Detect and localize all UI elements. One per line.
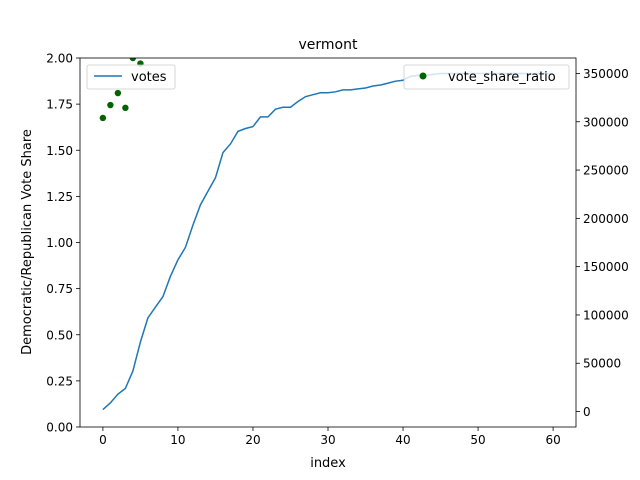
y2-tick-label: 150000 (583, 260, 629, 274)
y-tick-label: 0.50 (46, 328, 73, 342)
legend-votes: votes (86, 64, 176, 90)
data-point-vote_share_ratio (99, 114, 107, 122)
y-tick-label: 0.25 (46, 374, 73, 388)
x-axis-label: index (310, 456, 346, 471)
x-tick-label: 40 (395, 433, 410, 447)
data-point-vote_share_ratio (122, 104, 129, 112)
legend-label-votes: votes (131, 70, 167, 85)
legend-marker-swatch (419, 72, 427, 80)
y2-tick-label: 0 (583, 405, 591, 419)
y2-tick-label: 300000 (583, 115, 629, 129)
data-point-vote_share_ratio (107, 101, 114, 109)
y-tick-label: 1.00 (46, 236, 73, 250)
y2-tick-label: 200000 (583, 212, 629, 226)
x-tick-label: 60 (545, 433, 560, 447)
x-tick-label: 10 (170, 433, 185, 447)
legend-box (403, 64, 570, 90)
y-tick-label: 0.75 (46, 282, 73, 296)
data-point-vote_share_ratio (129, 58, 137, 62)
y-axis-label: Democratic/Republican Vote Share (20, 129, 35, 355)
y-tick-label: 0.00 (46, 421, 73, 435)
x-tick-label: 20 (245, 433, 260, 447)
legend-label-vote-share-ratio: vote_share_ratio (448, 70, 556, 85)
y-tick-label: 2.00 (46, 52, 73, 66)
y2-tick-label: 50000 (583, 357, 621, 371)
x-tick-label: 0 (99, 433, 107, 447)
data-point-vote_share_ratio (114, 89, 122, 97)
y-axis-right: 0 50000 100000 150000 200000 250000 300000 3500… (576, 67, 629, 419)
x-tick-label: 50 (470, 433, 485, 447)
y2-tick-label: 350000 (583, 67, 629, 81)
y2-tick-label: 250000 (583, 164, 629, 178)
x-axis: 0 10 20 30 40 50 60 (99, 427, 561, 447)
chart-title: vermont (299, 37, 358, 53)
y2-tick-label: 100000 (583, 308, 629, 322)
y-tick-label: 1.50 (46, 144, 73, 158)
legend-vote-share-ratio: vote_share_ratio (403, 64, 570, 90)
y-tick-label: 1.75 (46, 98, 73, 112)
x-tick-label: 30 (320, 433, 335, 447)
y-tick-label: 1.25 (46, 190, 73, 204)
legend-box (86, 64, 176, 90)
y-axis-left: 0.00 0.25 0.50 0.75 1.00 1.25 1.50 1.75 2.00 (46, 52, 80, 435)
